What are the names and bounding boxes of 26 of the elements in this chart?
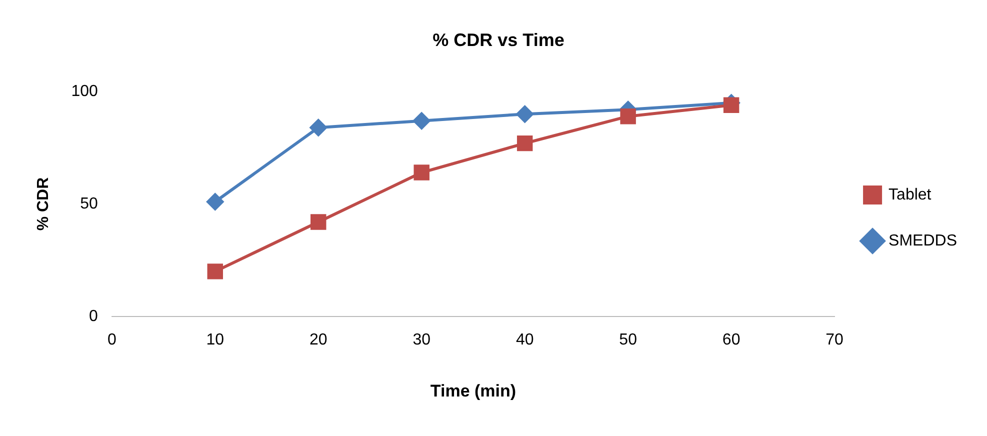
point	[723, 97, 740, 113]
point	[516, 135, 533, 152]
legend-label: SMEDDS	[888, 232, 957, 250]
point	[206, 193, 224, 210]
x-tick-label: 10	[206, 331, 224, 348]
legend-label: Tablet	[888, 186, 932, 204]
point	[207, 264, 223, 280]
y-tick-label: 100	[71, 83, 98, 100]
point	[414, 164, 430, 180]
chart-title: % CDR vs Time	[432, 30, 564, 50]
x-tick-label: 20	[309, 331, 328, 348]
point	[310, 119, 327, 136]
y-tick-label: 0	[88, 308, 98, 325]
x-tick-label: 40	[516, 331, 534, 348]
point	[516, 106, 534, 123]
x-tick-label: 30	[412, 331, 431, 348]
x-tick-label: 60	[722, 331, 740, 348]
x-tick-label: 50	[619, 331, 638, 348]
y-axis-title: % CDR	[35, 176, 52, 231]
x-tick-label: 0	[107, 331, 116, 348]
x-axis-title: Time (min)	[430, 381, 516, 400]
y-tick-label: 50	[80, 195, 98, 212]
point	[620, 108, 636, 124]
x-tick-label: 70	[826, 331, 844, 348]
point	[413, 112, 430, 130]
point	[310, 214, 326, 230]
